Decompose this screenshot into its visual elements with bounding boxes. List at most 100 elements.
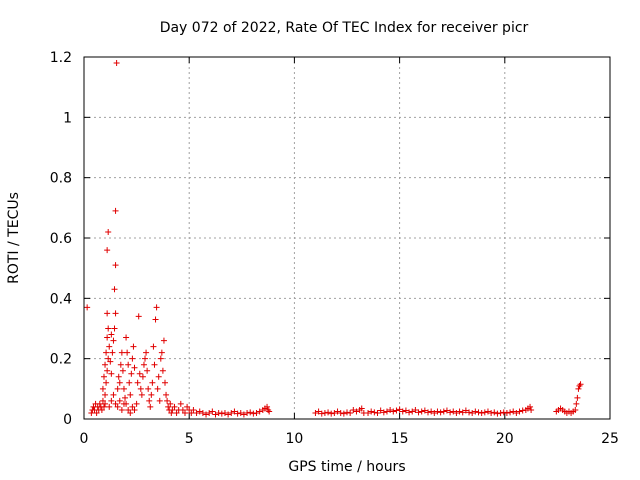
data-point	[466, 409, 473, 416]
data-point	[244, 409, 251, 416]
data-point	[144, 367, 151, 374]
data-point	[256, 408, 263, 415]
data-point	[350, 406, 357, 413]
data-point	[196, 408, 203, 415]
x-tick-label: 10	[285, 431, 303, 447]
y-tick-label: 0.4	[50, 291, 72, 307]
data-point	[164, 397, 171, 404]
data-point	[104, 310, 111, 317]
data-point	[108, 331, 115, 338]
data-point	[173, 409, 180, 416]
data-point	[443, 407, 450, 414]
data-point	[231, 408, 238, 415]
data-point	[503, 409, 510, 416]
y-tick-label: 0.8	[50, 171, 72, 187]
plot-frame	[83, 56, 611, 420]
data-point	[462, 407, 469, 414]
y-tick-label: 0.2	[50, 352, 72, 368]
data-point	[193, 409, 200, 416]
data-point	[484, 408, 491, 415]
data-point	[159, 367, 166, 374]
y-tick-label: 0.6	[50, 231, 72, 247]
data-point	[315, 408, 322, 415]
data-point	[380, 409, 387, 416]
data-point	[114, 403, 121, 410]
data-point	[168, 409, 175, 416]
x-tick-label: 5	[185, 431, 194, 447]
x-tick-label: 15	[391, 431, 409, 447]
data-point	[131, 406, 138, 413]
data-point	[112, 310, 119, 317]
data-point	[574, 394, 581, 401]
data-point	[374, 409, 381, 416]
data-point	[497, 409, 504, 416]
data-point	[510, 408, 517, 415]
data-point	[528, 406, 535, 413]
data-point	[111, 286, 118, 293]
x-tick-label: 0	[80, 431, 89, 447]
data-point	[312, 409, 319, 416]
data-point	[136, 370, 143, 377]
data-point	[127, 409, 134, 416]
data-point	[353, 408, 360, 415]
data-point	[112, 262, 119, 269]
data-point	[500, 409, 507, 416]
data-point	[347, 409, 354, 416]
data-point	[104, 334, 111, 341]
data-point	[576, 382, 583, 389]
data-point	[110, 391, 117, 398]
data-point	[149, 379, 156, 386]
data-point	[120, 385, 127, 392]
data-point	[99, 397, 106, 404]
data-point	[109, 349, 116, 356]
data-point	[371, 409, 378, 416]
data-point	[130, 343, 137, 350]
data-point	[137, 385, 144, 392]
data-point	[143, 349, 150, 356]
data-point	[105, 355, 112, 362]
data-point	[129, 403, 136, 410]
data-point	[146, 397, 153, 404]
data-point	[237, 409, 244, 416]
data-point	[177, 400, 184, 407]
data-point	[240, 411, 247, 418]
data-point	[396, 406, 403, 413]
data-point	[100, 373, 107, 380]
data-point	[165, 403, 172, 410]
data-point	[218, 410, 225, 417]
data-point	[399, 408, 406, 415]
data-point	[184, 403, 191, 410]
data-point	[325, 409, 332, 416]
data-point	[215, 409, 222, 416]
data-point	[134, 379, 141, 386]
data-point	[128, 370, 135, 377]
y-tick-label: 1	[63, 110, 72, 126]
data-point	[118, 349, 125, 356]
tick-layer: 0 5 10 15 20 25 0 0.2 0.4 0.6 0.8 1 1.2	[50, 50, 619, 447]
data-point	[318, 410, 325, 417]
data-point	[163, 391, 170, 398]
data-point	[126, 379, 133, 386]
data-point	[247, 409, 254, 416]
data-point	[105, 325, 112, 332]
data-point	[431, 409, 438, 416]
data-point	[519, 407, 526, 414]
data-point	[203, 411, 210, 418]
x-tick-label: 20	[496, 431, 514, 447]
data-point	[104, 367, 111, 374]
data-point	[125, 406, 132, 413]
data-point	[331, 409, 338, 416]
data-point	[102, 400, 109, 407]
data-point	[104, 247, 111, 254]
data-point	[131, 364, 138, 371]
y-axis-label: ROTI / TECUs	[6, 192, 22, 284]
data-point	[188, 409, 195, 416]
data-point	[358, 405, 365, 412]
data-point	[148, 391, 155, 398]
data-point	[434, 408, 441, 415]
data-point	[118, 406, 125, 413]
data-point	[206, 409, 213, 416]
data-point	[475, 409, 482, 416]
data-point	[138, 391, 145, 398]
data-point	[160, 337, 167, 344]
